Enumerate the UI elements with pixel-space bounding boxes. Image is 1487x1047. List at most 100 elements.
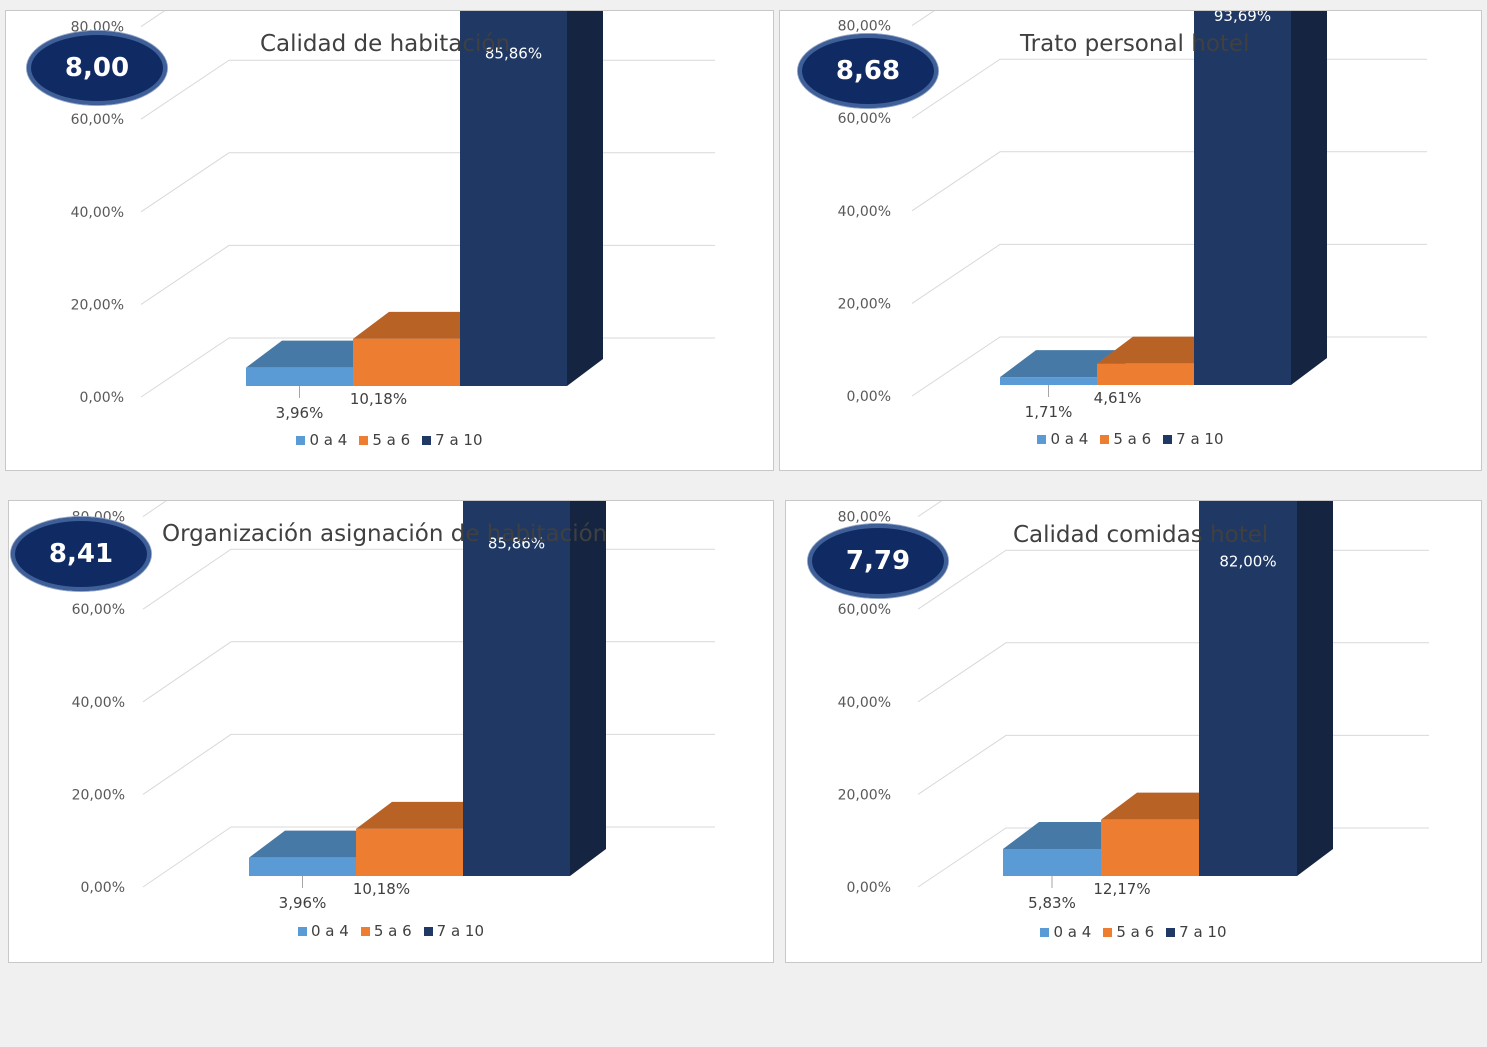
bar-3 bbox=[1194, 11, 1327, 385]
score-badge: 7,79 bbox=[808, 524, 948, 598]
legend-item: 0 a 4 bbox=[1037, 430, 1088, 448]
score-badge: 8,68 bbox=[798, 34, 938, 108]
chart-panel-calidad-habitacion: 0,00%20,00%40,00%60,00%80,00%100,00%3,96… bbox=[5, 10, 774, 471]
gridline bbox=[911, 58, 1427, 119]
legend-label: 0 a 4 bbox=[310, 922, 349, 940]
bar-3 bbox=[1199, 501, 1333, 876]
bar-front-face bbox=[1003, 849, 1101, 876]
legend-item: 7 a 10 bbox=[423, 922, 484, 940]
legend-swatch bbox=[297, 926, 307, 936]
legend-item: 7 a 10 bbox=[422, 431, 483, 449]
legend-label: 7 a 10 bbox=[436, 922, 484, 940]
chart-title: Organización asignación de habitación bbox=[162, 521, 608, 547]
legend-label: 7 a 10 bbox=[435, 431, 483, 449]
gridline bbox=[140, 244, 715, 305]
bar-side-face bbox=[567, 11, 603, 386]
y-tick-label: 60,00% bbox=[72, 602, 125, 618]
bar-front-face bbox=[353, 338, 460, 386]
data-labels: 3,96% 10,18% 85,86% bbox=[279, 534, 545, 912]
legend-swatch bbox=[1163, 434, 1173, 444]
data-label: 4,61% bbox=[1094, 389, 1142, 407]
legend-label: 0 a 4 bbox=[1050, 430, 1089, 448]
gridline bbox=[917, 501, 943, 518]
bar-front-face bbox=[460, 11, 567, 386]
chart-title: Trato personal hotel bbox=[1020, 31, 1250, 57]
bar-side-face bbox=[1291, 11, 1327, 385]
gridline bbox=[917, 642, 1429, 703]
y-tick-label: 0,00% bbox=[847, 389, 891, 405]
legend-swatch bbox=[360, 926, 370, 936]
data-label: 85,86% bbox=[488, 534, 545, 552]
data-label: 3,96% bbox=[276, 404, 324, 422]
data-label: 3,96% bbox=[279, 894, 327, 912]
data-label: 82,00% bbox=[1219, 552, 1276, 570]
legend-swatch bbox=[359, 435, 369, 445]
legend-label: 7 a 10 bbox=[1179, 923, 1227, 941]
bar-side-face bbox=[570, 501, 606, 876]
y-tick-label: 20,00% bbox=[72, 787, 125, 803]
bar-3 bbox=[463, 501, 606, 876]
legend-item: 7 a 10 bbox=[1163, 430, 1224, 448]
bar-front-face bbox=[1000, 377, 1097, 385]
bar-front-face bbox=[1194, 11, 1291, 385]
y-tick-label: 80,00% bbox=[838, 510, 891, 526]
chart-panel-trato-personal: 0,00%20,00%40,00%60,00%80,00%100,00%1,71… bbox=[779, 10, 1482, 471]
y-tick-label: 40,00% bbox=[72, 695, 125, 711]
chart-svg: 0,00%20,00%40,00%60,00%80,00%100,00%3,96… bbox=[72, 501, 715, 912]
legend-label: 5 a 6 bbox=[1116, 923, 1155, 941]
y-tick-label: 80,00% bbox=[838, 19, 891, 35]
gridline bbox=[140, 59, 715, 120]
bar-front-face bbox=[356, 828, 463, 876]
bar-3 bbox=[460, 11, 603, 386]
chart-svg: 0,00%20,00%40,00%60,00%80,00%100,00%3,96… bbox=[71, 11, 715, 422]
legend-item: 5 a 6 bbox=[1103, 923, 1154, 941]
y-tick-label: 40,00% bbox=[71, 205, 124, 221]
bars bbox=[246, 11, 603, 386]
y-tick-label: 20,00% bbox=[71, 297, 124, 313]
chart-legend: 0 a 4 5 a 6 7 a 10 bbox=[780, 430, 1481, 448]
legend-label: 5 a 6 bbox=[373, 922, 412, 940]
bar-front-face bbox=[1101, 819, 1199, 876]
legend-label: 5 a 6 bbox=[372, 431, 411, 449]
data-labels: 1,71% 4,61% 93,69% bbox=[1025, 11, 1271, 421]
y-tick-label: 60,00% bbox=[71, 112, 124, 128]
bar-front-face bbox=[1097, 363, 1194, 385]
data-label: 10,18% bbox=[353, 880, 410, 898]
chart-panel-organizacion-asignacion: 0,00%20,00%40,00%60,00%80,00%100,00%3,96… bbox=[8, 500, 774, 963]
legend-label: 5 a 6 bbox=[1113, 430, 1152, 448]
y-tick-label: 60,00% bbox=[838, 602, 891, 618]
data-label: 5,83% bbox=[1028, 894, 1076, 912]
legend-swatch bbox=[296, 435, 306, 445]
legend-swatch bbox=[423, 926, 433, 936]
bar-front-face bbox=[1199, 501, 1297, 876]
legend-swatch bbox=[1103, 927, 1113, 937]
gridline bbox=[917, 549, 1429, 610]
legend-label: 0 a 4 bbox=[309, 431, 348, 449]
bars bbox=[1003, 501, 1333, 876]
data-label: 93,69% bbox=[1214, 11, 1271, 25]
y-tick-label: 20,00% bbox=[838, 296, 891, 312]
gridline bbox=[140, 152, 715, 213]
bars bbox=[249, 501, 606, 876]
legend-label: 0 a 4 bbox=[1053, 923, 1092, 941]
data-label: 10,18% bbox=[350, 390, 407, 408]
legend-swatch bbox=[1040, 927, 1050, 937]
legend-swatch bbox=[422, 435, 432, 445]
chart-title: Calidad comidas hotel bbox=[1013, 522, 1269, 548]
gridline bbox=[140, 11, 166, 28]
bar-front-face bbox=[249, 857, 356, 876]
chart-legend: 0 a 4 5 a 6 7 a 10 bbox=[6, 431, 773, 449]
data-labels: 3,96% 10,18% 85,86% bbox=[276, 44, 542, 422]
bar-front-face bbox=[463, 501, 570, 876]
gridline bbox=[917, 734, 1429, 795]
chart-svg: 0,00%20,00%40,00%60,00%80,00%100,00%5,83… bbox=[838, 501, 1429, 912]
y-tick-label: 0,00% bbox=[81, 880, 125, 896]
legend-item: 5 a 6 bbox=[359, 431, 410, 449]
gridline bbox=[142, 548, 715, 610]
score-badge: 8,00 bbox=[27, 31, 167, 105]
legend-label: 7 a 10 bbox=[1176, 430, 1224, 448]
y-tick-label: 0,00% bbox=[847, 880, 891, 896]
data-label: 1,71% bbox=[1025, 403, 1073, 421]
gridline bbox=[142, 501, 167, 518]
legend-swatch bbox=[1037, 434, 1047, 444]
